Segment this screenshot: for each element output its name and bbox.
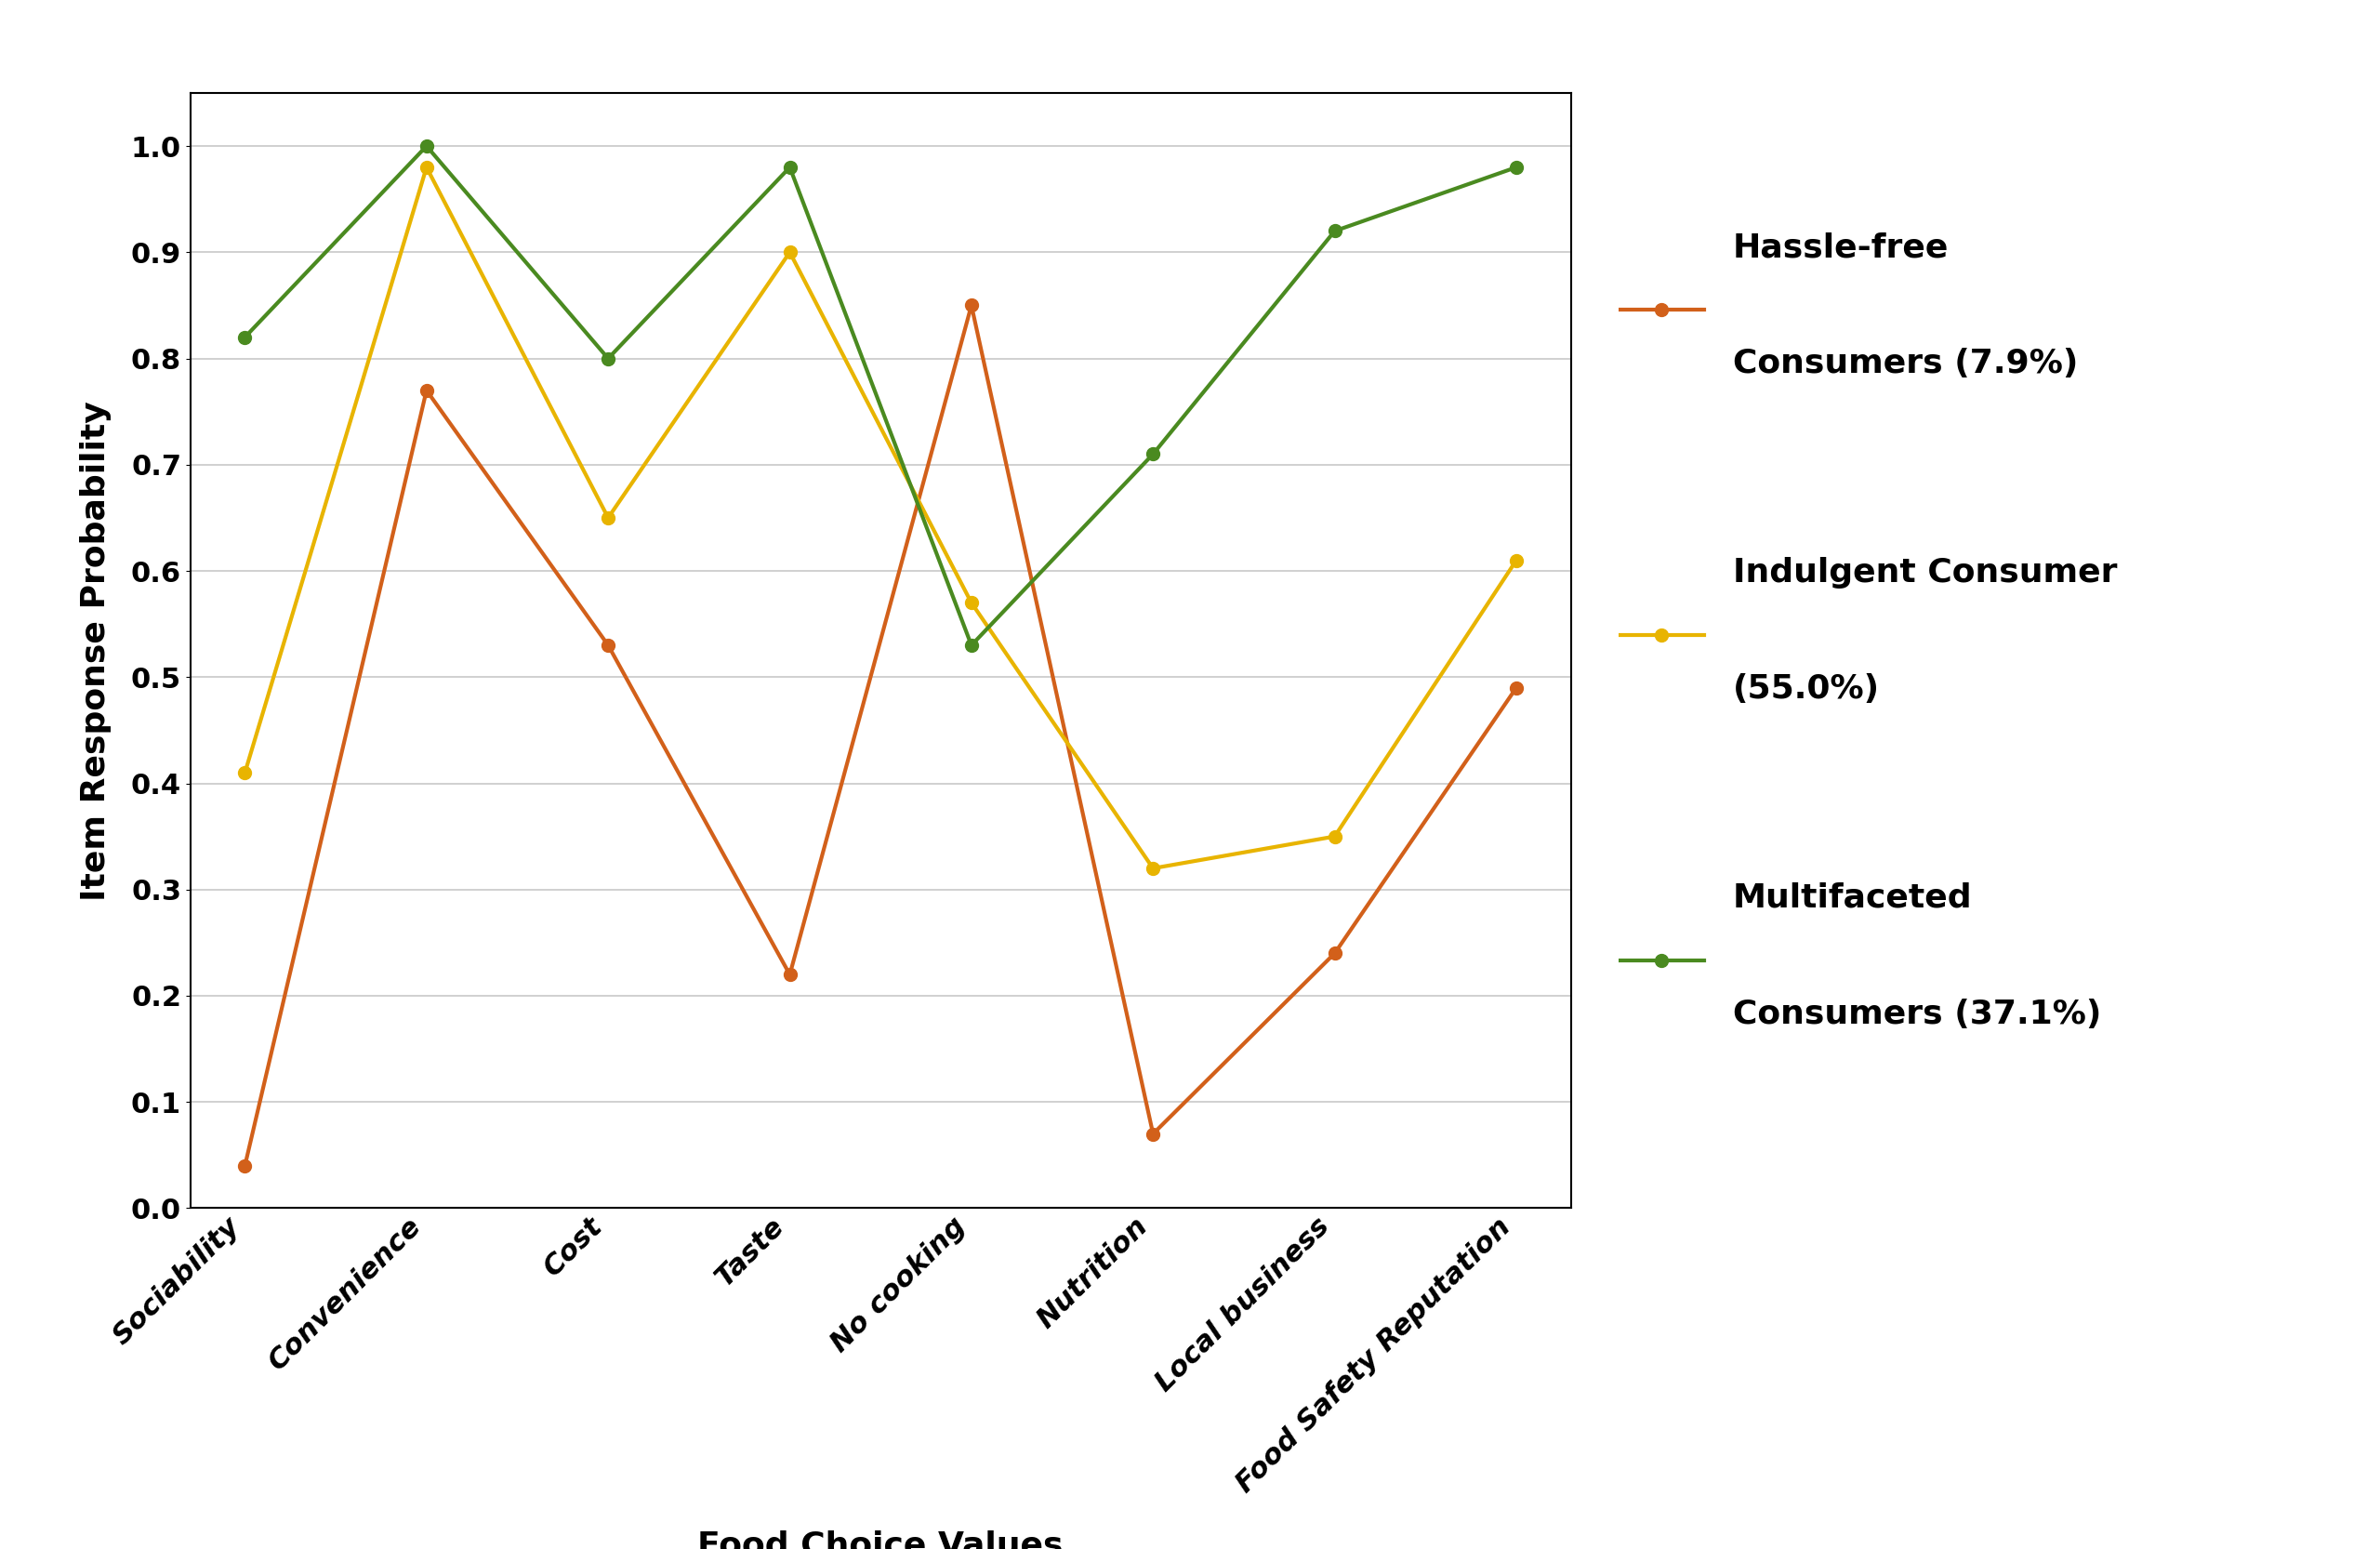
Multifaceted
Consumers (37.1%) — [231, 328, 259, 347]
Multifaceted
Consumers (37.1%) — [412, 136, 440, 155]
Indulgent Consumer
(55.0%) — [1502, 551, 1530, 570]
Text: Indulgent Consumer: Indulgent Consumer — [1733, 558, 2118, 589]
Multifaceted
Consumers (37.1%) — [776, 158, 804, 177]
Multifaceted
Consumers (37.1%) — [1138, 445, 1166, 463]
Hassle-free
Consumers (7.9%) — [776, 965, 804, 984]
Text: Consumers (37.1%): Consumers (37.1%) — [1733, 999, 2102, 1030]
Indulgent Consumer
(55.0%) — [1321, 827, 1349, 846]
Hassle-free
Consumers (7.9%) — [957, 296, 985, 314]
Hassle-free
Consumers (7.9%) — [412, 381, 440, 400]
Line: Multifaceted
Consumers (37.1%): Multifaceted Consumers (37.1%) — [238, 139, 1523, 652]
Indulgent Consumer
(55.0%) — [1138, 860, 1166, 878]
Indulgent Consumer
(55.0%) — [412, 158, 440, 177]
Hassle-free
Consumers (7.9%) — [1502, 678, 1530, 697]
Hassle-free
Consumers (7.9%) — [595, 637, 624, 655]
Y-axis label: Item Response Probability: Item Response Probability — [81, 401, 112, 900]
Multifaceted
Consumers (37.1%) — [957, 637, 985, 655]
Hassle-free
Consumers (7.9%) — [1138, 1125, 1166, 1143]
Multifaceted
Consumers (37.1%) — [1502, 158, 1530, 177]
Multifaceted
Consumers (37.1%) — [595, 349, 624, 367]
Line: Indulgent Consumer
(55.0%): Indulgent Consumer (55.0%) — [238, 161, 1523, 875]
Hassle-free
Consumers (7.9%) — [1321, 943, 1349, 962]
Text: Hassle-free: Hassle-free — [1733, 232, 1949, 263]
Indulgent Consumer
(55.0%) — [231, 764, 259, 782]
Indulgent Consumer
(55.0%) — [957, 593, 985, 612]
Hassle-free
Consumers (7.9%) — [231, 1157, 259, 1176]
Text: (55.0%): (55.0%) — [1733, 674, 1880, 705]
Multifaceted
Consumers (37.1%) — [1321, 222, 1349, 240]
X-axis label: Food Choice Values: Food Choice Values — [697, 1530, 1064, 1549]
Line: Hassle-free
Consumers (7.9%): Hassle-free Consumers (7.9%) — [238, 299, 1523, 1173]
Text: Multifaceted: Multifaceted — [1733, 883, 1973, 914]
Indulgent Consumer
(55.0%) — [776, 243, 804, 262]
Indulgent Consumer
(55.0%) — [595, 508, 624, 527]
Text: Consumers (7.9%): Consumers (7.9%) — [1733, 349, 2078, 380]
